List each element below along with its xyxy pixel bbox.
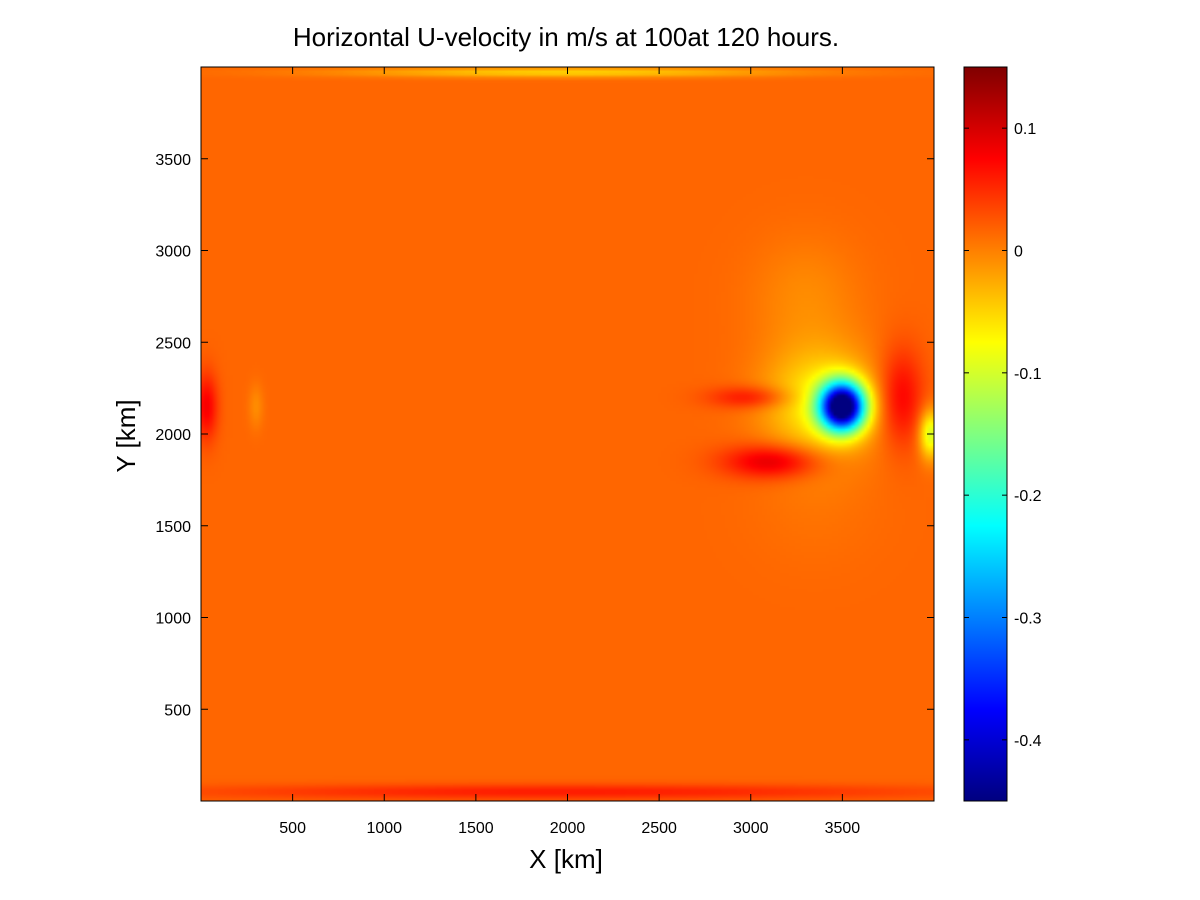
y-axis: 500 1000 1500 2000 2500 3000 3500 bbox=[155, 152, 934, 719]
x-tick-label: 500 bbox=[279, 820, 306, 837]
colorbar-tick-label: -0.3 bbox=[1014, 611, 1042, 628]
colorbar-ticks: 0.1 0 -0.1 -0.2 -0.3 -0.4 bbox=[964, 121, 1042, 750]
plot-area: 500 1000 1500 2000 2500 3000 3500 500 1000 1500 2… bbox=[155, 66, 935, 837]
y-tick-label: 1500 bbox=[155, 519, 191, 536]
colorbar-tick-label: 0.1 bbox=[1014, 121, 1036, 138]
x-axis-title: X [km] bbox=[529, 844, 603, 874]
x-tick-label: 3500 bbox=[825, 820, 861, 837]
y-axis-title: Y [km] bbox=[111, 399, 141, 472]
x-tick-label: 1000 bbox=[366, 820, 402, 837]
colorbar-tick-label: -0.4 bbox=[1014, 733, 1042, 750]
x-tick-label: 1500 bbox=[458, 820, 494, 837]
x-tick-label: 3000 bbox=[733, 820, 769, 837]
x-tick-label: 2000 bbox=[550, 820, 586, 837]
colorbar-tick-label: -0.1 bbox=[1014, 366, 1042, 383]
x-tick-label: 2500 bbox=[641, 820, 677, 837]
y-tick-label: 3000 bbox=[155, 244, 191, 261]
x-axis: 500 1000 1500 2000 2500 3000 3500 bbox=[279, 67, 860, 837]
y-tick-label: 2500 bbox=[155, 335, 191, 352]
chart-title: Horizontal U-velocity in m/s at 100at 12… bbox=[293, 22, 839, 52]
y-tick-label: 3500 bbox=[155, 152, 191, 169]
colorbar-tick-label: -0.2 bbox=[1014, 488, 1042, 505]
colorbar-tick-label: 0 bbox=[1014, 244, 1023, 261]
colorbar-frame bbox=[963, 66, 1008, 802]
colorbar-fill bbox=[964, 67, 1007, 801]
heatmap-image bbox=[201, 67, 934, 801]
y-tick-label: 500 bbox=[164, 702, 191, 719]
colorbar: 0.1 0 -0.1 -0.2 -0.3 -0.4 bbox=[963, 66, 1042, 802]
y-tick-label: 2000 bbox=[155, 427, 191, 444]
y-tick-label: 1000 bbox=[155, 611, 191, 628]
